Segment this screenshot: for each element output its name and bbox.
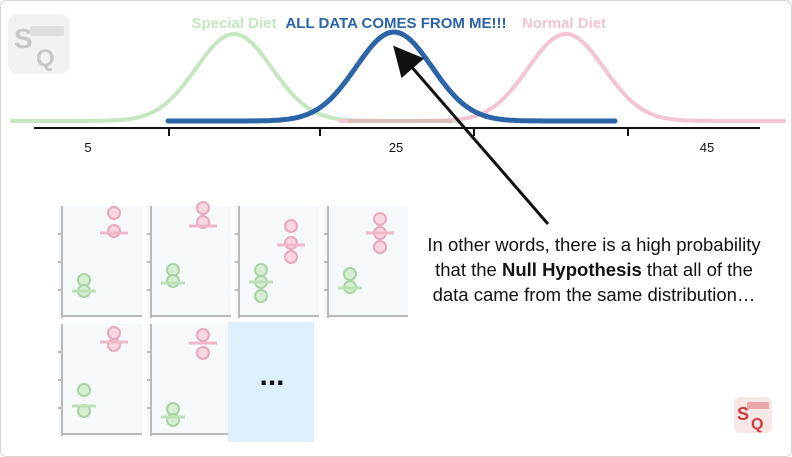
normal-diet-curve	[338, 31, 786, 123]
sample-panel	[235, 206, 319, 318]
caption-text: In other words, there is a high probabil…	[418, 232, 770, 307]
tick-label-25: 25	[389, 140, 403, 155]
normal-diet-point	[373, 212, 387, 226]
special-diet-point	[254, 289, 268, 303]
normal-diet-point	[107, 326, 121, 340]
normal-diet-point	[107, 224, 121, 238]
normal-diet-point	[107, 206, 121, 220]
normal-diet-point	[284, 250, 298, 264]
normal-diet-point	[284, 219, 298, 233]
tick-label-5: 5	[84, 140, 91, 155]
normal-diet-point	[196, 346, 210, 360]
special-diet-point	[254, 263, 268, 277]
special-diet-curve	[10, 31, 461, 123]
special-diet-label: Special Diet	[191, 15, 276, 32]
normal-diet-point	[373, 240, 387, 254]
axis-ticks	[168, 128, 629, 136]
special-diet-point	[343, 267, 357, 281]
sample-panel	[147, 206, 231, 318]
normal-diet-point	[196, 201, 210, 215]
tick-label-45: 45	[700, 140, 714, 155]
sample-panel	[58, 206, 142, 318]
statquest-logo-small: S Q	[734, 397, 772, 433]
normal-diet-label: Normal Diet	[522, 15, 606, 32]
null-hypothesis-term: Null Hypothesis	[501, 259, 642, 280]
ellipsis: ...	[259, 359, 284, 392]
more-panels-placeholder	[228, 322, 314, 442]
special-diet-point	[166, 274, 180, 288]
statquest-logo: S Q	[8, 14, 70, 74]
special-diet-point	[77, 383, 91, 397]
caption-part1: In other words, there is a high probabil…	[427, 234, 761, 280]
sample-panel	[147, 324, 231, 436]
svg-text:Q: Q	[751, 416, 763, 433]
svg-text:Q: Q	[36, 45, 55, 72]
sample-panel	[324, 206, 408, 318]
all-data-curve	[165, 29, 618, 124]
caption-part2: that all of the data came from the same …	[432, 259, 756, 305]
svg-text:S: S	[737, 404, 749, 424]
svg-text:S: S	[14, 23, 33, 54]
sample-panels	[58, 201, 408, 442]
all-data-label: ALL DATA COMES FROM ME!!!	[285, 15, 506, 32]
normal-diet-point	[284, 236, 298, 250]
pointer-arrow	[393, 45, 550, 225]
normal-diet-point	[196, 328, 210, 342]
